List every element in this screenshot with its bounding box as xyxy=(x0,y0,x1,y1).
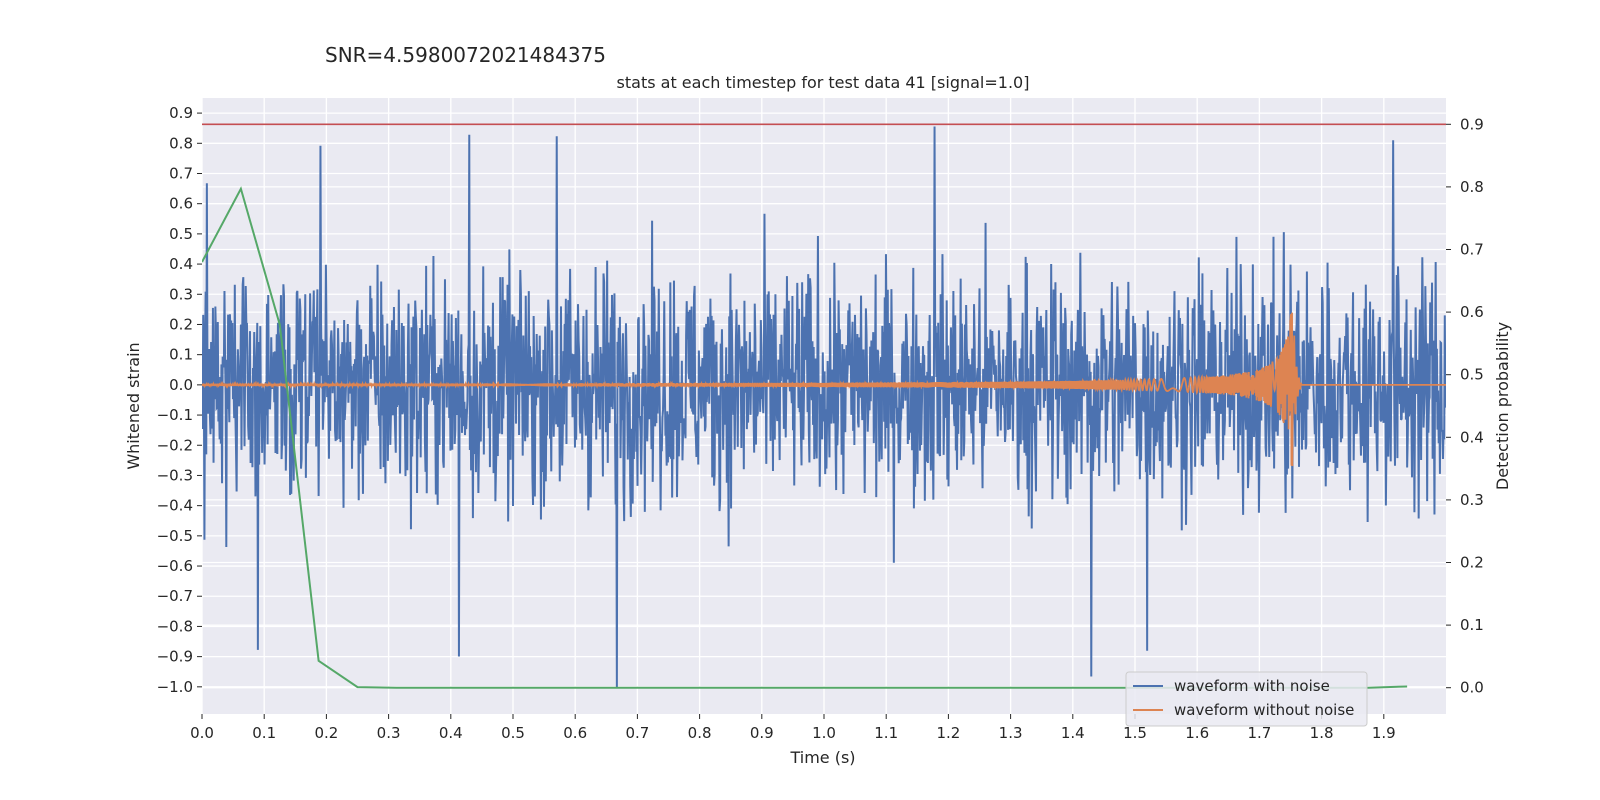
snr-title: SNR=4.5980072021484375 xyxy=(325,43,606,67)
y-right-tick-label: 0.0 xyxy=(1460,679,1484,697)
y-tick-label: 0.9 xyxy=(169,104,193,122)
x-tick-label: 1.2 xyxy=(936,724,960,742)
x-axis-label: Time (s) xyxy=(789,748,855,767)
legend-label-waveform-with-noise: waveform with noise xyxy=(1174,677,1330,695)
y-tick-label: 0.0 xyxy=(169,376,193,394)
y-right-tick-label: 0.7 xyxy=(1460,240,1484,258)
legend: waveform with noise waveform without noi… xyxy=(1125,671,1368,727)
x-tick-label: 0.5 xyxy=(501,724,525,742)
y-tick-label: 0.3 xyxy=(169,285,193,303)
legend-box xyxy=(1125,671,1368,727)
series-waveform-with-noise xyxy=(202,126,1446,688)
y-right-tick-label: 0.6 xyxy=(1460,303,1484,321)
y-axis-right-ticks: 0.0 0.1 0.2 0.3 0.4 0.5 0.6 0.7 0.8 0.9 xyxy=(1446,115,1484,697)
x-tick-label: 0.1 xyxy=(252,724,276,742)
y-tick-label: −0.4 xyxy=(157,497,193,515)
y-tick-label: −0.6 xyxy=(157,557,193,575)
chart-title: stats at each timestep for test data 41 … xyxy=(617,73,1030,92)
x-tick-label: 0.7 xyxy=(625,724,649,742)
y-right-tick-label: 0.3 xyxy=(1460,491,1484,509)
series-waveform-without-noise xyxy=(202,312,1446,467)
y-right-tick-label: 0.4 xyxy=(1460,428,1484,446)
y-right-tick-label: 0.8 xyxy=(1460,178,1484,196)
x-axis-ticks: 0.0 0.1 0.2 0.3 0.4 0.5 0.6 0.7 0.8 0.9 1.0 1.1 1.2 1… xyxy=(190,714,1396,742)
x-tick-label: 0.8 xyxy=(688,724,712,742)
x-tick-label: 1.1 xyxy=(874,724,898,742)
y-tick-label: −0.1 xyxy=(157,406,193,424)
y-tick-label: −1.0 xyxy=(157,678,193,696)
x-tick-label: 1.8 xyxy=(1310,724,1334,742)
x-tick-label: 0.9 xyxy=(750,724,774,742)
x-tick-label: 1.6 xyxy=(1185,724,1209,742)
y-tick-label: 0.7 xyxy=(169,164,193,182)
y-tick-label: 0.6 xyxy=(169,195,193,213)
x-tick-label: 1.4 xyxy=(1061,724,1085,742)
y-tick-label: 0.2 xyxy=(169,315,193,333)
y-tick-label: −0.5 xyxy=(157,527,193,545)
y-right-tick-label: 0.2 xyxy=(1460,554,1484,572)
x-tick-label: 1.3 xyxy=(999,724,1023,742)
y-tick-label: 0.8 xyxy=(169,134,193,152)
x-tick-label: 0.3 xyxy=(377,724,401,742)
x-tick-label: 1.5 xyxy=(1123,724,1147,742)
x-tick-label: 1.0 xyxy=(812,724,836,742)
x-tick-label: 0.0 xyxy=(190,724,214,742)
x-tick-label: 1.7 xyxy=(1247,724,1271,742)
x-tick-label: 0.2 xyxy=(314,724,338,742)
y-right-tick-label: 0.5 xyxy=(1460,366,1484,384)
legend-label-waveform-without-noise: waveform without noise xyxy=(1174,701,1354,719)
y-tick-label: 0.4 xyxy=(169,255,193,273)
y-tick-label: 0.5 xyxy=(169,225,193,243)
y-right-tick-label: 0.9 xyxy=(1460,115,1484,133)
y-right-tick-label: 0.1 xyxy=(1460,616,1484,634)
y-tick-label: −0.9 xyxy=(157,648,193,666)
y-axis-ticks: −1.0 −0.9 −0.8 −0.7 −0.6 −0.5 −0.4 −0.3 −0.2 −0.1… xyxy=(157,104,202,696)
y-tick-label: −0.8 xyxy=(157,617,193,635)
x-tick-label: 1.9 xyxy=(1372,724,1396,742)
y-tick-label: −0.2 xyxy=(157,436,193,454)
y-tick-label: −0.7 xyxy=(157,587,193,605)
x-tick-label: 0.6 xyxy=(563,724,587,742)
y-tick-label: −0.3 xyxy=(157,466,193,484)
y-axis-label: Whitened strain xyxy=(124,342,143,469)
y-axis-right-label: Detection probability xyxy=(1493,322,1512,490)
x-tick-label: 0.4 xyxy=(439,724,463,742)
y-tick-label: 0.1 xyxy=(169,346,193,364)
